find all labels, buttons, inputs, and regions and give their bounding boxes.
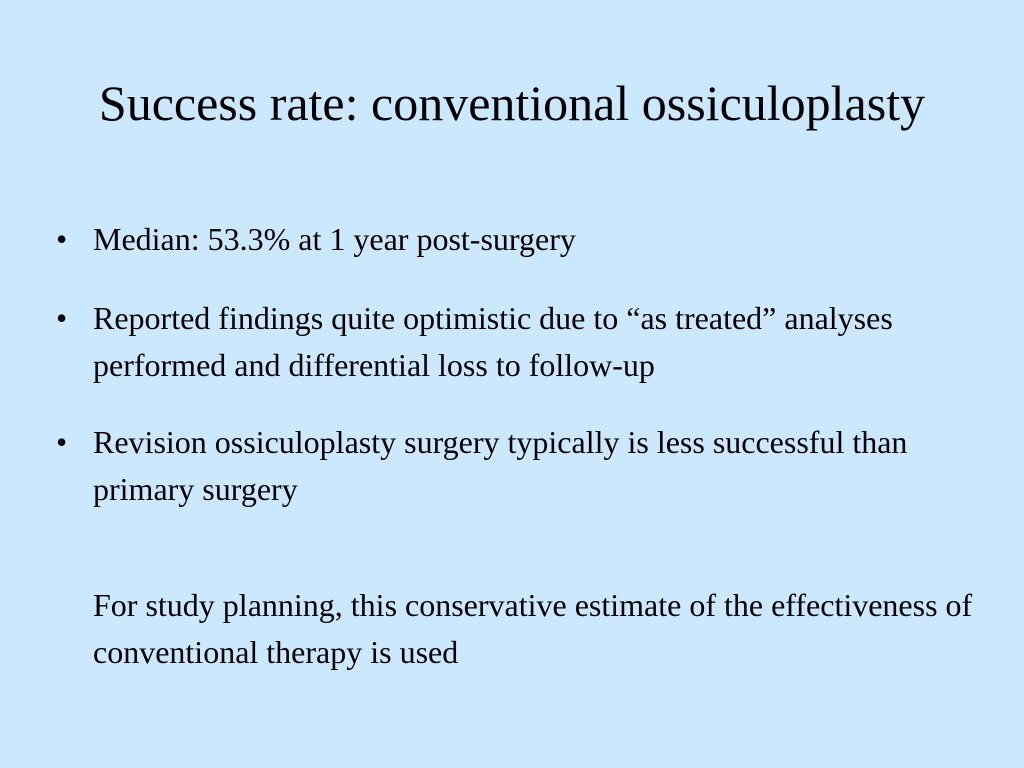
- bullet-dot-icon: •: [56, 221, 68, 257]
- bullet-text: Revision ossiculoplasty surgery typicall…: [93, 424, 908, 507]
- study-planning-note: For study planning, this conservative es…: [93, 587, 973, 670]
- slide-title: Success rate: conventional ossiculoplast…: [98, 75, 926, 131]
- bullet-text: Median: 53.3% at 1 year post-surgery: [93, 221, 576, 257]
- bullet-dot-icon: •: [56, 424, 68, 460]
- bullet-text: Reported findings quite optimistic due t…: [93, 300, 893, 383]
- bullet-dot-icon: •: [56, 300, 68, 336]
